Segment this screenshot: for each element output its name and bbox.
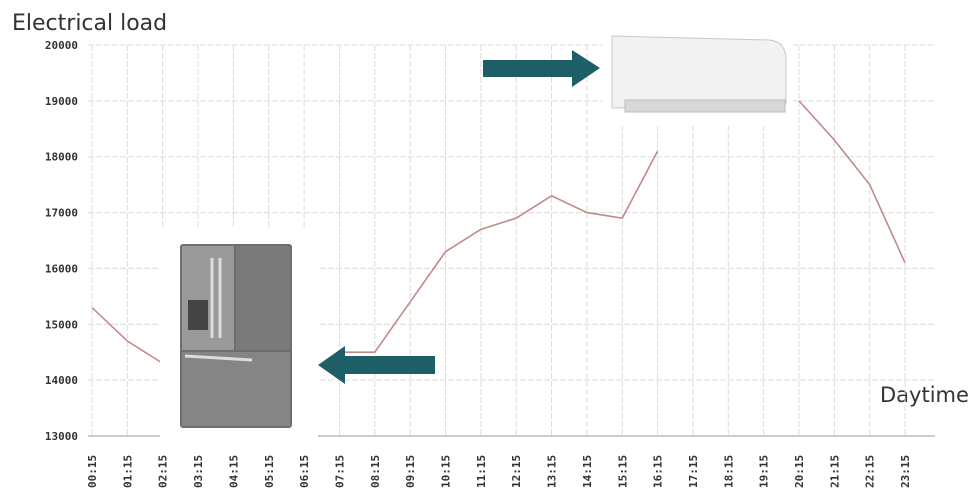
x-tick-label: 23:15	[899, 455, 912, 488]
x-tick-label: 17:15	[687, 455, 700, 488]
x-tick-label: 20:15	[793, 455, 806, 488]
y-tick-label: 19000	[45, 95, 78, 108]
x-tick-label: 00:15	[86, 455, 99, 488]
y-tick-label: 15000	[45, 318, 78, 331]
chart-title: Electrical load	[12, 11, 167, 36]
y-tick-label: 20000	[45, 39, 78, 52]
overlay	[160, 28, 793, 440]
y-tick-label: 13000	[45, 430, 78, 443]
fridge-drawer	[182, 352, 290, 426]
fridge-door-right	[236, 246, 290, 350]
x-axis-label: Daytime	[880, 383, 969, 407]
x-tick-label: 13:15	[546, 455, 559, 488]
ac-unit	[611, 35, 787, 109]
fridge-door-left	[182, 246, 234, 350]
x-tick-label: 16:15	[652, 455, 665, 488]
x-tick-label: 15:15	[616, 455, 629, 488]
line-series	[91, 100, 906, 365]
x-tick-label: 18:15	[722, 455, 735, 488]
x-tick-label: 12:15	[510, 455, 523, 488]
x-tick-label: 03:15	[192, 455, 205, 488]
x-tick-label: 07:15	[333, 455, 346, 488]
x-tick-label: 11:15	[475, 455, 488, 488]
x-tick-label: 05:15	[263, 455, 276, 488]
x-tick-label: 19:15	[758, 455, 771, 488]
fridge-dispenser	[188, 300, 208, 330]
x-tick-label: 21:15	[828, 455, 841, 488]
x-tick-label: 09:15	[404, 455, 417, 488]
y-tick-label: 17000	[45, 207, 78, 220]
x-tick-label: 06:15	[298, 455, 311, 488]
x-tick-label: 22:15	[864, 455, 877, 488]
fridge-handle	[184, 354, 253, 362]
ac-vent	[624, 99, 786, 113]
x-tick-label: 01:15	[121, 455, 134, 488]
y-tick-label: 18000	[45, 151, 78, 164]
y-tick-label: 14000	[45, 374, 78, 387]
x-tick-label: 10:15	[440, 455, 453, 488]
x-tick-label: 02:15	[157, 455, 170, 488]
y-tick-label: 16000	[45, 262, 78, 275]
x-tick-label: 08:15	[369, 455, 382, 488]
x-tick-label: 14:15	[581, 455, 594, 488]
arrow-left	[318, 346, 435, 384]
arrow-right	[483, 50, 600, 87]
x-tick-label: 04:15	[227, 455, 240, 488]
